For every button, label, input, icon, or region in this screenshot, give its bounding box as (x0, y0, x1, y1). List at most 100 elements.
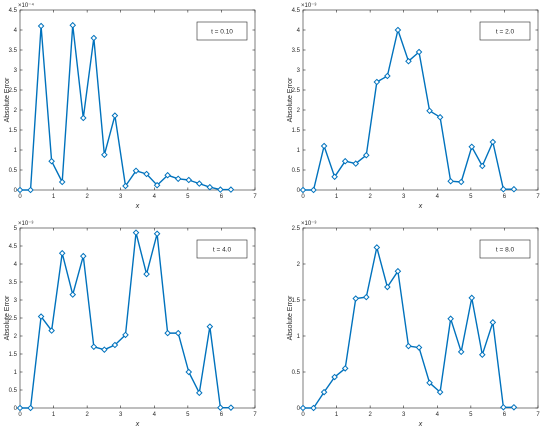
data-point (468, 143, 476, 151)
data-point (164, 329, 171, 337)
data-point (58, 249, 66, 257)
x-tick-label: 5 (469, 194, 473, 200)
y-tick-label: 0 (297, 188, 301, 194)
data-point (132, 229, 140, 236)
annotation-box (479, 239, 531, 259)
x-tick-label: 3 (119, 194, 123, 200)
y-axis-label: Absolute Error (4, 77, 11, 122)
annotation-box (479, 21, 531, 41)
data-point (48, 157, 55, 165)
data-point (206, 323, 214, 330)
data-point (153, 181, 161, 189)
x-tick-label: 7 (253, 412, 257, 418)
y-tick-label: 2 (297, 262, 301, 268)
data-point (310, 404, 317, 412)
data-point (132, 167, 140, 175)
x-tick-label: 6 (503, 412, 507, 418)
panel-1: 0 1 2 3 4 5 6 7 0 0.5 1 1.5 2 2.5 3 3.5 4 4.5×10⁻⁴ x Absolu… (4, 2, 257, 210)
y-tick-label: 1 (297, 148, 301, 154)
annotation-box (196, 21, 248, 41)
data-point (153, 230, 161, 238)
y-tick-label: 4.5 (9, 8, 18, 14)
data-point (90, 343, 98, 351)
x-tick-label: 1 (52, 194, 56, 200)
data-point (352, 295, 360, 302)
data-point (426, 107, 433, 115)
x-tick-label: 4 (153, 412, 157, 418)
x-tick-label: 4 (436, 412, 440, 418)
y-tick-label: 0 (14, 188, 18, 194)
y-tick-label: 3 (297, 68, 301, 74)
x-tick-label: 5 (186, 194, 190, 200)
data-point (37, 22, 45, 30)
data-point (373, 78, 381, 86)
data-point (478, 351, 486, 359)
x-tick-label: 2 (368, 194, 372, 200)
data-point (195, 180, 203, 187)
data-point (468, 294, 476, 302)
x-tick-label: 7 (536, 194, 540, 200)
x-tick-label: 5 (469, 412, 473, 418)
y-tick-label: 1 (14, 148, 18, 154)
data-point (69, 291, 77, 298)
data-point (217, 186, 224, 193)
annotation-box (196, 239, 248, 259)
y-axis-label: Absolute Error (4, 295, 11, 340)
data-point (373, 244, 381, 251)
y-tick-label: 2.5 (9, 316, 18, 322)
data-point (447, 177, 454, 185)
data-point (185, 368, 193, 376)
data-point (37, 313, 45, 320)
y-tick-label: 4.5 (9, 244, 18, 250)
y-tick-label: 1.5 (9, 352, 18, 358)
plot-frame (19, 9, 256, 191)
y-tick-label: 3.5 (292, 48, 301, 54)
x-tick-label: 3 (119, 412, 123, 418)
x-axis-label: x (135, 203, 140, 210)
series-line (303, 246, 514, 409)
y-tick-label: 4 (14, 262, 18, 268)
x-tick-label: 7 (253, 194, 257, 200)
data-point (394, 26, 402, 34)
y-tick-label: 3 (14, 68, 18, 74)
data-point (174, 329, 182, 337)
x-tick-label: 6 (220, 194, 224, 200)
y-tick-label: 2 (14, 108, 18, 114)
data-point (489, 319, 497, 326)
y-tick-label: 0.5 (292, 370, 301, 376)
y-tick-label: 0 (14, 406, 18, 412)
data-point (143, 270, 150, 278)
data-point (415, 48, 423, 56)
x-axis-label: x (135, 421, 140, 428)
data-point (384, 72, 391, 80)
x-tick-label: 3 (402, 412, 406, 418)
x-tick-label: 3 (402, 194, 406, 200)
y-tick-label: 4 (14, 28, 18, 34)
data-point (174, 175, 182, 183)
x-tick-label: 7 (536, 412, 540, 418)
data-point (478, 162, 486, 170)
y-tick-label: 1 (297, 334, 301, 340)
annotation-label: t = 2.0 (496, 28, 515, 35)
y-axis-label: Absolute Error (287, 295, 294, 340)
y-tick-label: 2 (14, 334, 18, 340)
data-point (489, 138, 497, 146)
data-point (69, 21, 77, 29)
x-tick-label: 5 (186, 412, 190, 418)
data-point (58, 178, 66, 186)
data-point (447, 315, 454, 323)
plot-frame (302, 227, 539, 409)
data-point (500, 185, 507, 193)
panel-2: 0 1 2 3 4 5 6 7 0 0.5 1 1.5 2 2.5 3 3.5 4 4.5×10⁻³ x Absolu… (287, 3, 540, 210)
y-exponent-label: ×10⁻³ (18, 221, 33, 227)
x-tick-label: 1 (52, 412, 56, 418)
panel-3: 0 1 2 3 4 5 6 700.511.522.533.544.55×10⁻³xAbsol… (4, 221, 257, 428)
plot-frame (302, 9, 539, 191)
x-tick-label: 2 (368, 412, 372, 418)
data-point (299, 186, 307, 194)
data-point (101, 151, 108, 159)
data-point (436, 113, 444, 121)
data-point (331, 373, 338, 381)
y-axis-label: Absolute Error (287, 77, 294, 122)
y-exponent-label: ×10⁻³ (301, 221, 316, 227)
